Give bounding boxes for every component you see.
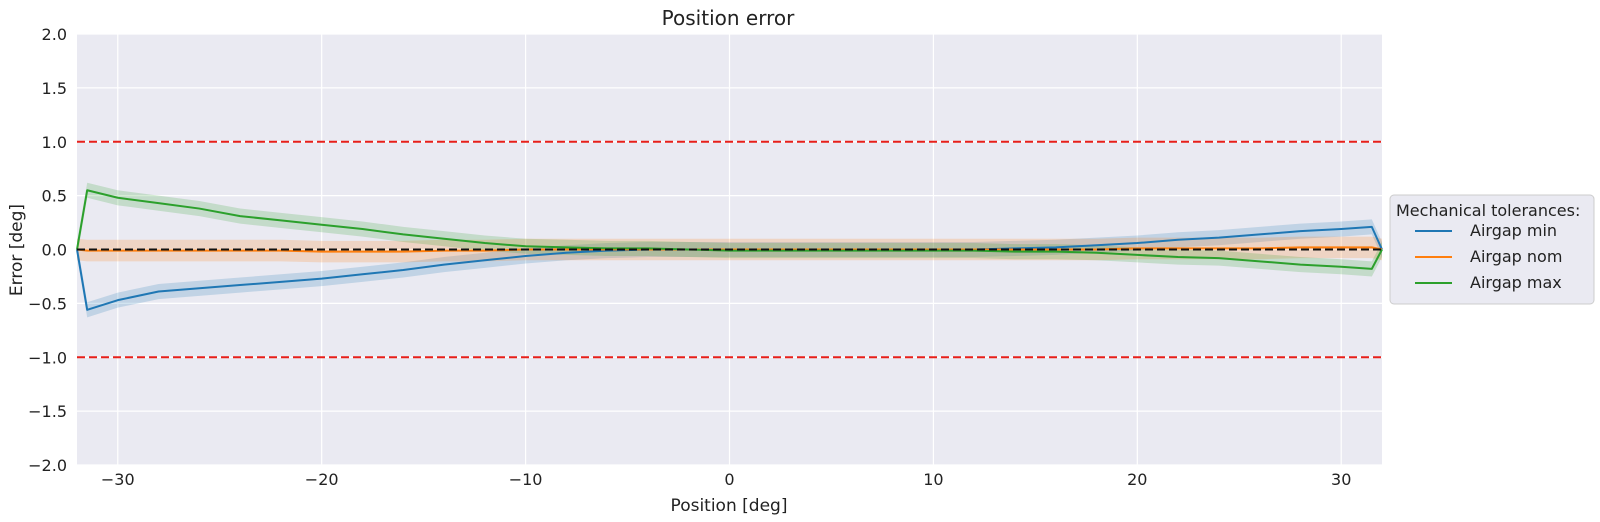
series-line-2 xyxy=(76,189,1383,270)
x-axis-ticks: −30 −20 −10 0 10 20 30 xyxy=(101,470,1352,489)
series-band-2 xyxy=(77,182,1382,277)
legend: Mechanical tolerances: Airgap minAirgap … xyxy=(1389,194,1595,305)
x-axis-label: Position [deg] xyxy=(671,496,788,516)
y-tick-label: −1.5 xyxy=(28,402,67,421)
x-tick-label: −20 xyxy=(305,470,339,489)
y-tick-label: 0.0 xyxy=(42,241,67,260)
legend-label-1: Airgap nom xyxy=(1470,247,1562,266)
x-tick-label: 20 xyxy=(1127,470,1147,489)
x-tick-label: 30 xyxy=(1331,470,1351,489)
x-tick-label: −10 xyxy=(509,470,543,489)
legend-label-0: Airgap min xyxy=(1470,221,1557,240)
x-tick-label: 0 xyxy=(724,470,734,489)
x-tick-label: −30 xyxy=(101,470,135,489)
y-tick-label: 1.0 xyxy=(42,133,67,152)
legend-label-2: Airgap max xyxy=(1470,273,1562,292)
y-tick-label: −0.5 xyxy=(28,294,67,313)
legend-box xyxy=(1389,194,1595,305)
x-tick-label: 10 xyxy=(923,470,943,489)
legend-title: Mechanical tolerances: xyxy=(1396,201,1580,220)
chart-title: Position error xyxy=(662,6,795,30)
y-tick-label: 2.0 xyxy=(42,25,67,44)
y-tick-label: −1.0 xyxy=(28,348,67,367)
legend-entries: Airgap min Airgap nom Airgap max xyxy=(1415,221,1562,292)
series-band-0 xyxy=(77,219,1382,318)
y-axis-label: Error [deg] xyxy=(7,204,27,296)
y-tick-label: −2.0 xyxy=(28,456,67,475)
y-axis-ticks: −2.0 −1.5 −1.0 −0.5 0.0 0.5 1.0 1.5 2.0 xyxy=(28,25,67,475)
y-tick-label: 0.5 xyxy=(42,187,67,206)
y-tick-label: 1.5 xyxy=(42,79,67,98)
series-lines xyxy=(76,189,1383,311)
